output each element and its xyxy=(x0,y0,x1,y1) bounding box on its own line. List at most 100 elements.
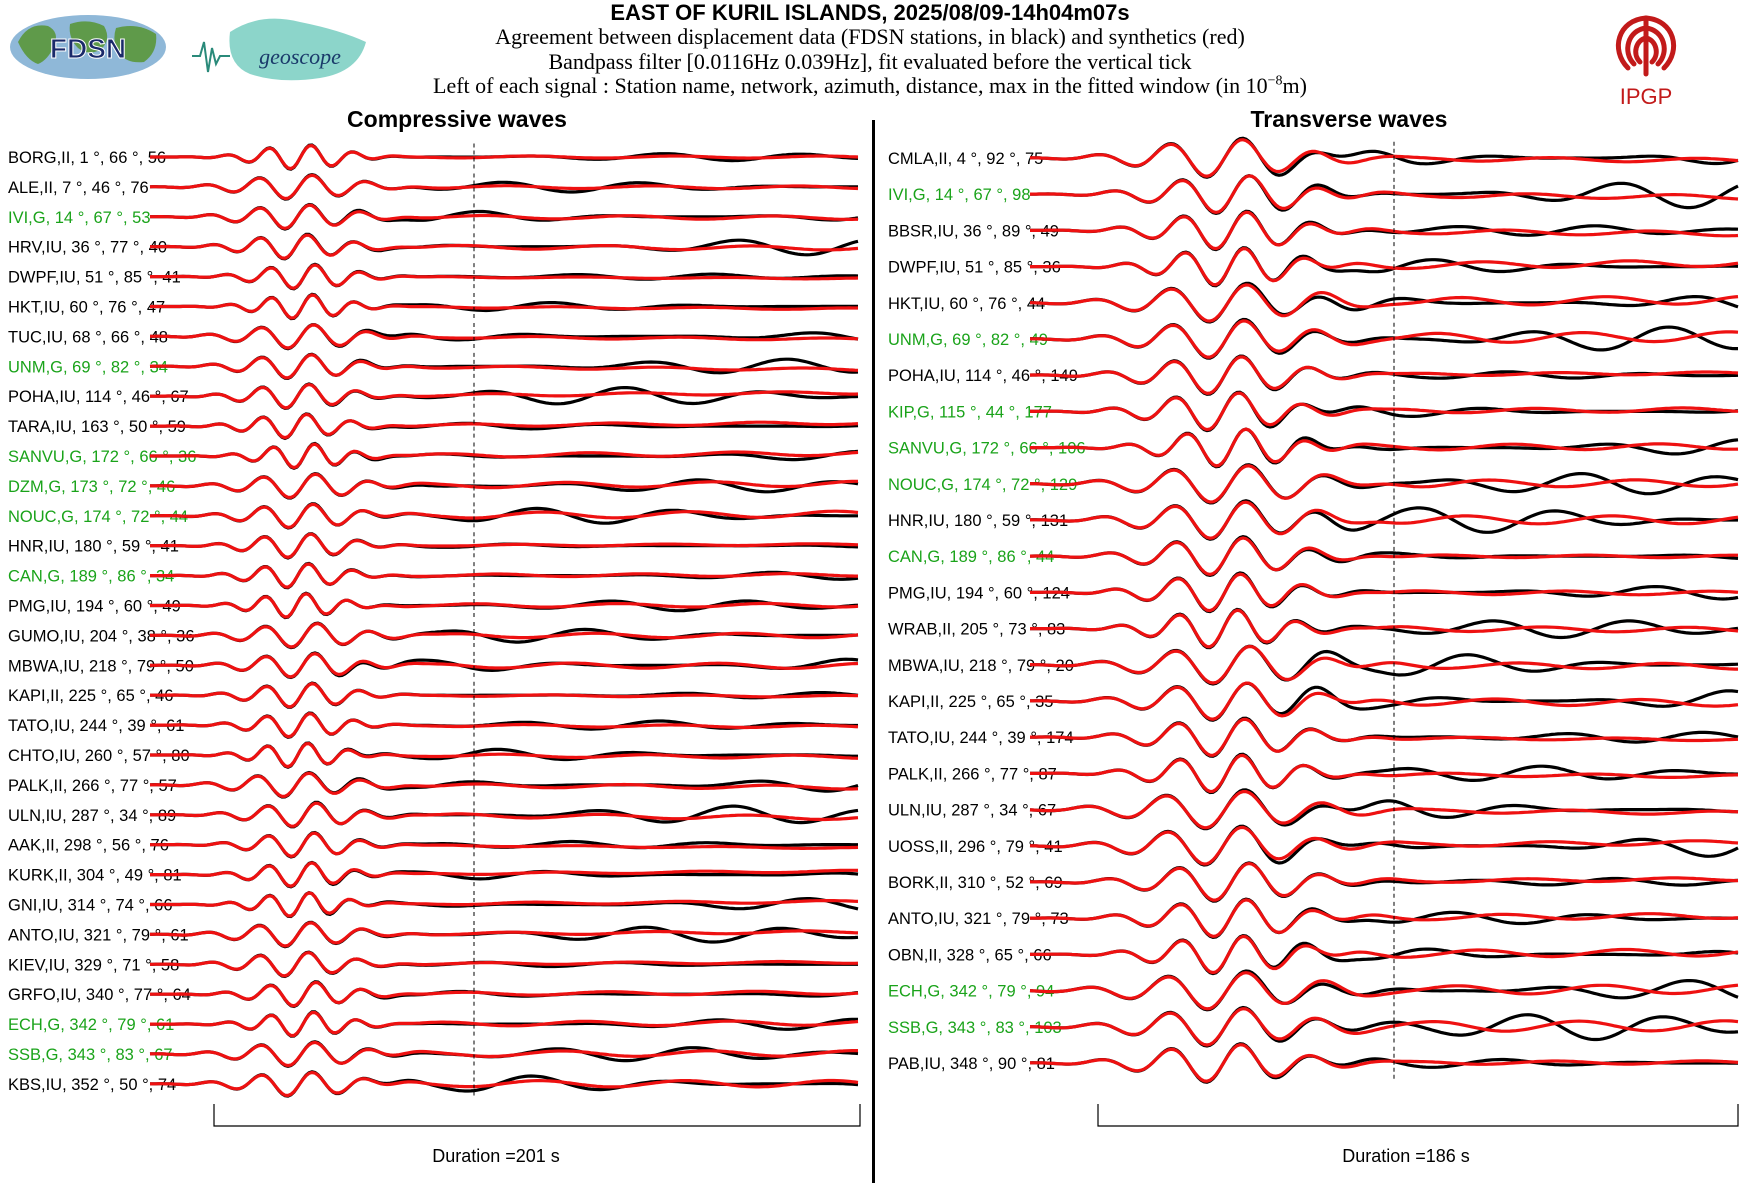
station-label: UOSS,II, 296 °, 79 °, 41 xyxy=(888,838,1063,856)
synthetic-trace xyxy=(150,592,859,619)
station-label: CAN,G, 189 °, 86 °, 34 xyxy=(8,568,174,586)
station-label: TARA,IU, 163 °, 50 °, 59 xyxy=(8,418,186,436)
station-label: CAN,G, 189 °, 86 °, 44 xyxy=(888,548,1054,566)
data-trace xyxy=(149,621,859,650)
subtitle-line-1: Agreement between displacement data (FDS… xyxy=(495,24,1245,49)
station-label: PALK,II, 266 °, 77 °, 57 xyxy=(8,777,177,795)
synthetic-trace xyxy=(1030,717,1739,757)
station-label: ECH,G, 342 °, 79 °, 61 xyxy=(8,1016,174,1034)
synthetic-trace xyxy=(149,621,859,649)
duration-label: Duration =201 s xyxy=(432,1146,560,1166)
synthetic-trace xyxy=(150,861,859,888)
synthetic-trace xyxy=(1029,971,1739,1011)
station-label: KIP,G, 115 °, 44 °, 177 xyxy=(888,403,1052,421)
station-label: KURK,II, 304 °, 49 °, 81 xyxy=(8,867,182,885)
ipgp-logo: IPGP xyxy=(1615,15,1677,109)
synthetic-trace xyxy=(150,532,859,559)
data-trace xyxy=(1029,499,1738,541)
synthetic-trace xyxy=(150,712,859,739)
station-label: HNR,IU, 180 °, 59 °, 41 xyxy=(8,538,179,556)
synthetic-trace xyxy=(150,771,859,799)
station-label: KAPI,II, 225 °, 65 °, 35 xyxy=(888,693,1053,711)
synthetic-trace xyxy=(1030,861,1738,902)
fdsn-logo-text: FDSN xyxy=(50,33,126,64)
synthetic-trace xyxy=(150,143,859,171)
synthetic-trace xyxy=(1030,174,1739,215)
synthetic-trace xyxy=(1030,644,1738,685)
data-trace xyxy=(1029,897,1739,940)
station-label: HRV,IU, 36 °, 77 °, 40 xyxy=(8,239,167,257)
fdsn-logo: FDSN xyxy=(10,15,166,79)
station-label: OBN,II, 328 °, 65 °, 66 xyxy=(888,946,1052,964)
synthetic-trace xyxy=(150,472,858,500)
geoscope-logo: geoscope xyxy=(192,18,366,81)
subtitle-line-3: Left of each signal : Station name, netw… xyxy=(0,73,1740,99)
subtitle-line-3-suffix: m) xyxy=(1282,73,1307,98)
synthetic-trace xyxy=(149,353,859,380)
synthetic-trace xyxy=(150,442,859,470)
synthetic-trace xyxy=(150,562,858,589)
station-label: ULN,IU, 287 °, 34 °, 67 xyxy=(888,802,1056,820)
station-label: TUC,IU, 68 °, 66 °, 48 xyxy=(8,328,168,346)
data-trace xyxy=(1029,788,1739,831)
station-label: SANVU,G, 172 °, 66 °, 106 xyxy=(888,440,1086,458)
synthetic-trace xyxy=(150,263,859,290)
data-trace xyxy=(1029,969,1739,1012)
synthetic-trace xyxy=(1030,210,1739,251)
synthetic-trace xyxy=(1030,572,1739,613)
station-label: POHA,IU, 114 °, 46 °, 67 xyxy=(8,388,189,406)
station-label: KAPI,II, 225 °, 65 °, 46 xyxy=(8,687,173,705)
synthetic-trace xyxy=(150,681,858,709)
station-label: HKT,IU, 60 °, 76 °, 47 xyxy=(8,299,165,317)
synthetic-trace xyxy=(149,173,859,201)
station-label: HKT,IU, 60 °, 76 °, 44 xyxy=(888,295,1045,313)
station-label: MBWA,IU, 218 °, 79 °, 20 xyxy=(888,657,1074,675)
station-label: SANVU,G, 172 °, 66 °, 36 xyxy=(8,448,196,466)
station-label: BBSR,IU, 36 °, 89 °, 49 xyxy=(888,222,1059,240)
station-label: WRAB,II, 205 °, 73 °, 83 xyxy=(888,621,1065,639)
synthetic-trace xyxy=(150,652,859,679)
subtitle-line-3-prefix: Left of each signal : Station name, netw… xyxy=(433,73,1268,98)
synthetic-trace xyxy=(1029,1007,1739,1047)
station-label: NOUC,G, 174 °, 72 °, 129 xyxy=(888,476,1077,494)
station-label: PAB,IU, 348 °, 90 °, 81 xyxy=(888,1055,1055,1073)
data-trace xyxy=(1030,861,1739,903)
synthetic-trace xyxy=(150,891,859,918)
transverse-panel: CMLA,II, 4 °, 92 °, 75 IVI,G, 14 °, 67 °,… xyxy=(888,136,1739,1166)
synthetic-trace xyxy=(150,293,858,320)
station-label: KIEV,IU, 329 °, 71 °, 58 xyxy=(8,956,179,974)
station-label: GNI,IU, 314 °, 74 °, 66 xyxy=(8,897,173,915)
transverse-panel-title: Transverse waves xyxy=(1250,106,1448,132)
data-trace xyxy=(1030,427,1739,469)
compressive-panel-title: Compressive waves xyxy=(347,106,567,132)
synthetic-trace xyxy=(1030,536,1738,577)
duration-label: Duration =186 s xyxy=(1342,1146,1470,1166)
synthetic-trace xyxy=(1029,825,1739,866)
synthetic-trace xyxy=(1030,427,1739,468)
synthetic-trace xyxy=(1030,319,1739,359)
station-label: GRFO,IU, 340 °, 77 °, 64 xyxy=(8,986,191,1004)
synthetic-trace xyxy=(1030,246,1739,287)
station-label: DWPF,IU, 51 °, 85 °, 36 xyxy=(888,259,1061,277)
station-label: PALK,II, 266 °, 77 °, 87 xyxy=(888,765,1057,783)
station-label: PMG,IU, 194 °, 60 °, 49 xyxy=(8,598,181,616)
station-label: KBS,IU, 352 °, 50 °, 74 xyxy=(8,1076,176,1094)
synthetic-trace xyxy=(1030,391,1739,432)
synthetic-trace xyxy=(1030,283,1739,323)
synthetic-trace xyxy=(1030,500,1739,540)
station-label: IVI,G, 14 °, 67 °, 98 xyxy=(888,186,1031,204)
station-label: GUMO,IU, 204 °, 38 °, 36 xyxy=(8,627,195,645)
synthetic-trace xyxy=(1029,464,1739,504)
synthetic-trace xyxy=(1029,898,1739,939)
duration-bracket xyxy=(213,1104,861,1127)
data-trace xyxy=(150,1010,858,1038)
geoscope-logo-text: geoscope xyxy=(259,44,341,69)
synthetic-trace xyxy=(150,203,858,231)
station-label: NOUC,G, 174 °, 72 °, 44 xyxy=(8,508,188,526)
station-label: ALE,II, 7 °, 46 °, 76 xyxy=(8,179,149,197)
station-label: AAK,II, 298 °, 56 °, 76 xyxy=(8,837,169,855)
synthetic-trace xyxy=(150,323,859,350)
station-label: CHTO,IU, 260 °, 57 °, 80 xyxy=(8,747,190,765)
synthetic-trace xyxy=(1030,934,1739,975)
